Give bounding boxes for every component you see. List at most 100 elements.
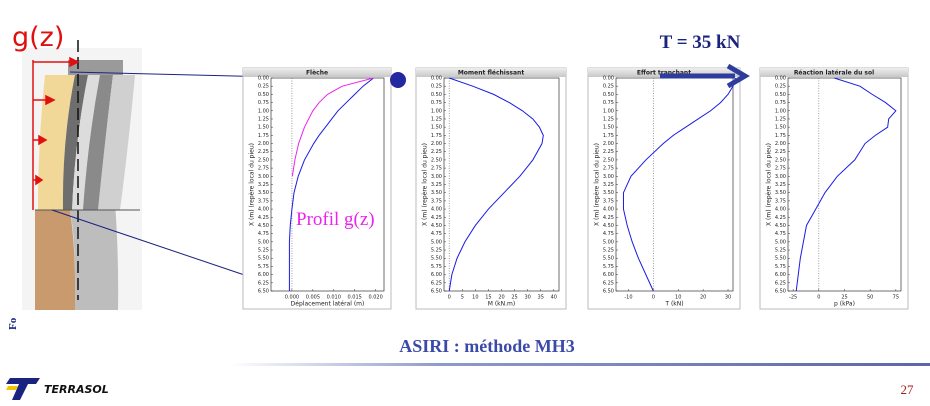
x-tick-label: 0 <box>817 295 820 301</box>
y-tick-label: 1.25 <box>431 116 442 122</box>
y-tick-label: 1.00 <box>603 108 614 114</box>
y-tick-label: 1.75 <box>258 133 269 139</box>
y-tick-label: 0.00 <box>603 76 614 82</box>
y-tick-label: 1.50 <box>258 125 269 131</box>
chart-title: Réaction latérale du sol <box>794 70 874 77</box>
y-tick-label: 4.25 <box>775 215 786 221</box>
y-tick-label: 0.50 <box>603 92 614 98</box>
x-tick-label: 40 <box>551 295 557 301</box>
y-tick-label: 3.50 <box>431 190 442 196</box>
x-tick-label: 10 <box>472 295 478 301</box>
y-tick-label: 6.25 <box>775 280 786 286</box>
y-tick-label: 3.75 <box>431 198 442 204</box>
y-tick-label: 0.25 <box>775 84 786 90</box>
charts: Flèche X (m) (repère local du pieu) Déplac… <box>242 67 909 310</box>
force-arrow <box>660 63 750 89</box>
y-axis-label: X (m) (repère local du pieu) <box>594 143 601 226</box>
logo: TERRASOL <box>6 378 109 400</box>
y-tick-label: 2.50 <box>775 157 786 163</box>
y-tick-label: 1.00 <box>431 108 442 114</box>
y-tick-label: 0.25 <box>258 84 269 90</box>
y-tick-label: 4.50 <box>603 223 614 229</box>
y-tick-label: 4.25 <box>258 215 269 221</box>
x-tick-label: 0.005 <box>306 295 320 301</box>
y-tick-label: 5.50 <box>431 256 442 262</box>
x-tick-label: 0.000 <box>285 295 299 301</box>
y-tick-label: 2.75 <box>603 166 614 172</box>
x-tick-label: 50 <box>867 295 873 301</box>
y-tick-label: 2.00 <box>431 141 442 147</box>
force-label: T = 35 kN <box>660 32 741 53</box>
y-tick-label: 5.00 <box>775 239 786 245</box>
y-tick-label: 6.25 <box>258 280 269 286</box>
y-tick-label: 2.50 <box>603 157 614 163</box>
y-tick-label: 3.25 <box>603 182 614 188</box>
y-tick-label: 0.75 <box>775 100 786 106</box>
x-tick-label: 0.010 <box>327 295 341 301</box>
y-tick-label: 2.00 <box>775 141 786 147</box>
y-tick-label: 4.25 <box>431 215 442 221</box>
series-line <box>622 77 736 292</box>
x-tick-label: 0 <box>652 295 655 301</box>
x-axis-label: T (kN) <box>664 301 683 308</box>
x-tick-label: -10 <box>624 295 632 301</box>
y-tick-label: 1.50 <box>431 125 442 131</box>
x-axis-label: M (kN.m) <box>488 301 515 308</box>
y-tick-label: 0.50 <box>431 92 442 98</box>
x-tick-label: 20 <box>700 295 706 301</box>
y-tick-label: 2.25 <box>603 149 614 155</box>
y-tick-label: 4.00 <box>775 207 786 213</box>
y-tick-label: 2.25 <box>431 149 442 155</box>
y-tick-label: 6.50 <box>431 289 442 295</box>
y-tick-label: 0.50 <box>775 92 786 98</box>
y-tick-label: 4.75 <box>603 231 614 237</box>
y-tick-label: 3.75 <box>603 198 614 204</box>
y-tick-label: 2.50 <box>431 157 442 163</box>
x-tick-label: 5 <box>461 295 464 301</box>
y-tick-label: 3.00 <box>258 174 269 180</box>
y-tick-label: 4.50 <box>258 223 269 229</box>
y-tick-label: 2.50 <box>258 157 269 163</box>
x-tick-label: 35 <box>538 295 544 301</box>
y-tick-label: 4.00 <box>431 207 442 213</box>
y-tick-label: 4.75 <box>431 231 442 237</box>
y-tick-label: 4.50 <box>775 223 786 229</box>
y-tick-label: 3.50 <box>775 190 786 196</box>
y-tick-label: 4.25 <box>603 215 614 221</box>
y-tick-label: 2.75 <box>431 166 442 172</box>
y-tick-label: 3.00 <box>775 174 786 180</box>
logo-text: TERRASOL <box>44 383 109 396</box>
x-tick-label: 30 <box>725 295 731 301</box>
y-tick-label: 3.00 <box>603 174 614 180</box>
x-tick-label: 30 <box>524 295 530 301</box>
y-tick-label: 1.00 <box>258 108 269 114</box>
plot-area <box>615 77 734 292</box>
y-tick-label: 0.25 <box>431 84 442 90</box>
x-tick-label: 0.020 <box>368 295 382 301</box>
series-line <box>288 77 374 291</box>
y-tick-label: 4.75 <box>258 231 269 237</box>
y-tick-label: 4.00 <box>258 207 269 213</box>
y-tick-label: 6.25 <box>603 280 614 286</box>
y-tick-label: 5.75 <box>775 264 786 270</box>
y-tick-label: 0.75 <box>431 100 442 106</box>
y-tick-label: 1.25 <box>775 116 786 122</box>
y-axis-label: X (m) (repère local du pieu) <box>422 143 429 226</box>
y-tick-label: 3.25 <box>431 182 442 188</box>
y-axis-label: X (m) (repère local du pieu) <box>249 143 256 226</box>
x-tick-label: 0.015 <box>348 295 362 301</box>
y-tick-label: 5.25 <box>431 248 442 254</box>
y-tick-label: 5.50 <box>603 256 614 262</box>
load-point <box>390 72 406 88</box>
pile-illustration <box>22 40 399 310</box>
x-axis-label: Déplacement latéral (m) <box>291 301 365 308</box>
y-tick-label: 6.50 <box>775 289 786 295</box>
y-tick-label: 2.25 <box>258 149 269 155</box>
y-tick-label: 5.75 <box>431 264 442 270</box>
plot-area <box>270 77 385 292</box>
side-text: Fo <box>7 317 19 330</box>
y-tick-label: 5.25 <box>603 248 614 254</box>
y-tick-label: 4.50 <box>431 223 442 229</box>
x-tick-label: 0 <box>448 295 451 301</box>
y-tick-label: 6.00 <box>431 272 442 278</box>
